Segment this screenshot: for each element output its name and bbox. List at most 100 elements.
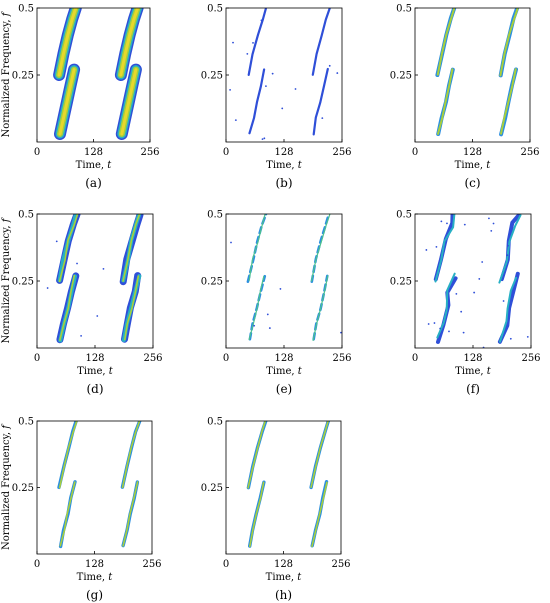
- noise-point: [328, 64, 331, 67]
- ridge-2: [248, 275, 265, 341]
- noise-point: [268, 327, 271, 329]
- noise-point: [266, 313, 269, 316]
- ridge-2: [436, 276, 458, 344]
- x-tick-label: 0: [34, 147, 40, 158]
- noise-point: [507, 244, 509, 247]
- axes-frame: [225, 213, 343, 349]
- x-tick-label: 0: [223, 559, 229, 570]
- plot-area: [229, 8, 339, 141]
- ridge-0: [58, 214, 79, 283]
- panel-label: (b): [275, 176, 292, 190]
- noise-point: [232, 41, 234, 44]
- panel-h: 0 128 256 0.25 0.5 Time, t (h): [201, 417, 351, 603]
- ridge-2: [58, 68, 76, 136]
- ridge-2: [59, 481, 76, 547]
- y-axis-label: Normalized Frequency, f: [1, 423, 12, 550]
- panel-label: (c): [464, 176, 480, 190]
- y-tick-label: 0.5: [207, 210, 223, 221]
- ridge-2: [437, 68, 454, 135]
- noise-point: [439, 327, 442, 330]
- y-tick-label: 0.25: [201, 483, 223, 494]
- noise-point: [294, 88, 297, 90]
- y-tick-label: 0.25: [390, 71, 412, 82]
- noise-point: [425, 249, 428, 251]
- y-tick-label: 0.25: [201, 277, 223, 288]
- ridge-0: [247, 8, 267, 76]
- y-axis-variable: f: [1, 216, 12, 223]
- noise-point: [463, 223, 466, 226]
- noise-point: [462, 331, 465, 334]
- noise-point: [80, 334, 82, 337]
- y-tick-label: 0.5: [207, 417, 223, 428]
- ridge-3: [497, 271, 520, 344]
- noise-point: [281, 107, 284, 110]
- ridge-0: [247, 421, 266, 489]
- x-axis-label: Time, t: [455, 160, 492, 171]
- x-tick-label: 128: [84, 147, 103, 158]
- y-tick-label: 0.25: [12, 71, 34, 82]
- noise-point: [252, 41, 254, 44]
- x-tick-label: 256: [332, 147, 351, 158]
- x-axis-label: Time, t: [76, 160, 113, 171]
- x-tick-label: 0: [34, 559, 40, 570]
- y-axis-label: Normalized Frequency, f: [1, 216, 12, 343]
- noise-point: [246, 52, 249, 55]
- x-axis-label: Time, t: [77, 572, 114, 583]
- noise-point: [271, 72, 274, 75]
- noise-point: [265, 85, 267, 88]
- x-tick-label: 128: [274, 559, 293, 570]
- x-tick-label: 256: [331, 559, 350, 570]
- x-tick-label: 128: [274, 353, 293, 364]
- noise-point: [446, 222, 448, 225]
- x-axis-variable: t: [107, 160, 112, 171]
- ridge-3: [499, 276, 518, 343]
- ridge-3: [500, 68, 517, 135]
- y-tick-label: 0.5: [18, 417, 34, 428]
- noise-point: [440, 220, 443, 223]
- ridge-0: [58, 421, 78, 489]
- y-tick-label: 0.25: [201, 71, 223, 82]
- noise-point: [455, 292, 458, 295]
- noise-point: [340, 331, 342, 334]
- noise-point: [526, 335, 529, 338]
- noise-point: [248, 70, 251, 73]
- x-tick-label: 256: [142, 559, 161, 570]
- panel-label: (e): [276, 382, 292, 396]
- y-tick-label: 0.25: [12, 483, 34, 494]
- noise-point: [435, 245, 438, 248]
- y-tick-label: 0.5: [18, 210, 34, 221]
- x-tick-label: 128: [85, 559, 104, 570]
- ridge-1: [311, 8, 331, 76]
- panel-d: 0 128 256 0.25 0.5 Time, t Normalized Frequenc…: [1, 210, 163, 397]
- x-tick-label: 256: [520, 147, 539, 158]
- x-tick-label: 256: [140, 147, 159, 158]
- ridge-1: [121, 421, 141, 489]
- panel-label: (a): [85, 176, 102, 190]
- panel-c: 0 128 256 0.25 0.5 Time, t (c): [390, 4, 540, 191]
- noise-point: [433, 322, 436, 324]
- x-axis-variable: t: [108, 572, 113, 583]
- x-axis-label: Time, t: [266, 572, 303, 583]
- noise-point: [260, 19, 263, 22]
- y-tick-label: 0.5: [396, 210, 412, 221]
- x-tick-label: 256: [143, 353, 162, 364]
- x-axis-label: Time, t: [266, 160, 303, 171]
- x-axis-variable: t: [298, 160, 303, 171]
- noise-point: [261, 138, 264, 141]
- x-axis-variable: t: [487, 366, 492, 377]
- ridge-0: [434, 214, 456, 283]
- x-tick-label: 128: [463, 353, 482, 364]
- noise-point: [76, 262, 78, 265]
- noise-point: [492, 222, 495, 225]
- x-tick-label: 0: [223, 147, 229, 158]
- x-tick-label: 256: [521, 353, 540, 364]
- noise-point: [55, 240, 58, 243]
- ridge-1: [119, 8, 140, 77]
- noise-point: [478, 278, 481, 280]
- x-axis-variable: t: [109, 366, 114, 377]
- ridge-1: [310, 421, 329, 488]
- ridge-3: [120, 68, 138, 136]
- x-axis-label: Time, t: [77, 366, 114, 377]
- ridge-1: [498, 214, 522, 284]
